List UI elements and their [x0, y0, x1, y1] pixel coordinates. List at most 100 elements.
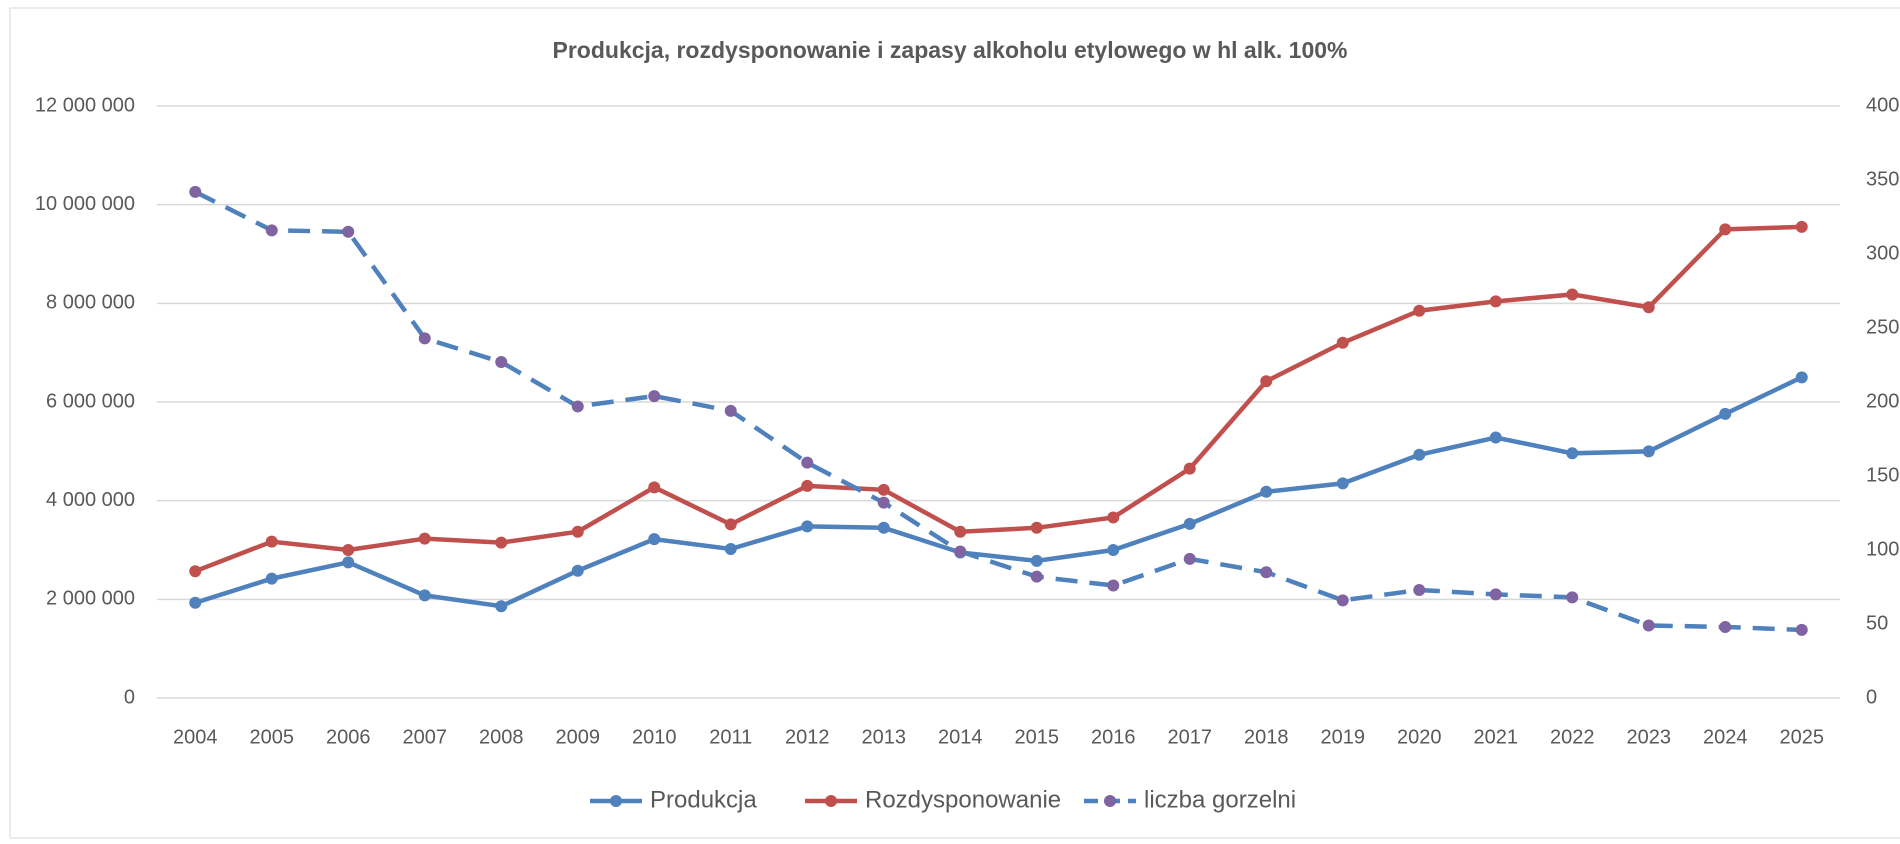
data-point	[342, 556, 355, 569]
legend-label: liczba gorzelni	[1144, 786, 1296, 813]
data-point	[189, 185, 202, 198]
y2-tick-label: 100	[1866, 538, 1899, 560]
data-point	[1489, 431, 1502, 444]
data-point	[801, 520, 814, 533]
y-tick-label: 8 000 000	[46, 292, 135, 314]
data-point	[1795, 220, 1808, 233]
x-tick-label: 2016	[1091, 726, 1136, 748]
y2-tick-label: 350	[1866, 168, 1899, 190]
y2-tick-label: 250	[1866, 316, 1899, 338]
data-point	[1795, 371, 1808, 384]
series-line	[194, 189, 1802, 633]
data-point	[342, 544, 355, 556]
data-point	[1030, 554, 1043, 567]
x-tick-label: 2012	[785, 726, 830, 748]
x-tick-label: 2017	[1168, 726, 1213, 748]
x-tick-label: 2010	[632, 726, 677, 748]
x-tick-label: 2023	[1627, 726, 1672, 748]
data-point	[1413, 448, 1426, 461]
x-tick-label: 2008	[479, 726, 524, 748]
data-point	[1489, 295, 1502, 308]
data-point	[1719, 223, 1732, 236]
data-point	[265, 572, 278, 585]
y2-tick-label: 400	[1866, 94, 1899, 116]
x-tick-label: 2020	[1397, 726, 1442, 748]
x-tick-label: 2006	[326, 726, 371, 748]
data-point	[1336, 594, 1349, 607]
x-tick-label: 2019	[1321, 726, 1366, 748]
data-point	[1719, 620, 1732, 633]
y2-tick-label: 150	[1866, 464, 1899, 486]
data-point	[1183, 517, 1196, 530]
data-point	[1566, 288, 1579, 301]
x-tick-label: 2009	[556, 726, 601, 748]
data-point	[1260, 566, 1273, 579]
data-point	[1030, 521, 1043, 534]
data-point	[648, 481, 661, 494]
data-point	[571, 564, 584, 577]
data-point	[1413, 304, 1426, 317]
data-point	[1642, 445, 1655, 458]
x-tick-label: 2025	[1780, 726, 1825, 748]
data-point	[1719, 407, 1732, 420]
data-point	[1413, 583, 1426, 596]
legend-marker	[610, 795, 622, 807]
data-point	[648, 390, 661, 403]
data-point	[418, 532, 431, 545]
x-tick-label: 2007	[403, 726, 448, 748]
y-tick-label: 4 000 000	[46, 489, 135, 511]
data-point	[265, 535, 278, 548]
data-point	[418, 589, 431, 602]
data-point	[571, 525, 584, 538]
data-point	[189, 596, 202, 609]
data-point	[1107, 544, 1120, 556]
y2-tick-label: 300	[1866, 242, 1899, 264]
x-tick-label: 2013	[862, 726, 907, 748]
legend-label: Produkcja	[650, 786, 757, 813]
data-point	[1107, 511, 1120, 524]
data-point	[265, 224, 278, 237]
data-point	[724, 543, 737, 556]
x-tick-label: 2022	[1550, 726, 1595, 748]
data-point	[1795, 623, 1808, 636]
x-tick-label: 2018	[1244, 726, 1289, 748]
data-point	[571, 400, 584, 413]
series-line	[194, 375, 1803, 609]
data-point	[1260, 375, 1273, 388]
data-point	[1260, 485, 1273, 498]
chart-frame	[9, 7, 1900, 839]
x-tick-label: 2024	[1703, 726, 1748, 748]
data-point	[1566, 591, 1579, 604]
data-point	[189, 565, 202, 578]
legend-marker	[825, 795, 837, 807]
y2-tick-label: 200	[1866, 390, 1899, 412]
data-point	[1489, 588, 1502, 601]
data-point	[954, 545, 967, 558]
y-tick-label: 0	[124, 686, 135, 708]
data-point	[877, 521, 890, 534]
data-point	[1566, 447, 1579, 460]
data-point	[1336, 336, 1349, 349]
series-line	[194, 224, 1802, 574]
data-point	[495, 600, 508, 613]
legend-marker	[1104, 795, 1116, 807]
x-tick-label: 2021	[1474, 726, 1519, 748]
data-point	[801, 456, 814, 469]
data-point	[1183, 552, 1196, 565]
data-point	[342, 225, 355, 238]
data-point	[877, 496, 890, 509]
chart-title: Produkcja, rozdysponowanie i zapasy alko…	[553, 37, 1348, 63]
data-point	[1030, 570, 1043, 583]
x-tick-label: 2015	[1015, 726, 1060, 748]
y-tick-label: 10 000 000	[35, 193, 135, 215]
data-point	[1107, 579, 1120, 592]
x-tick-label: 2014	[938, 726, 983, 748]
data-point	[418, 332, 431, 345]
x-tick-label: 2005	[250, 726, 295, 748]
data-point	[1642, 301, 1655, 314]
data-point	[1336, 477, 1349, 490]
y2-tick-label: 50	[1866, 612, 1888, 634]
data-point	[648, 533, 661, 546]
y-tick-label: 6 000 000	[46, 390, 135, 412]
